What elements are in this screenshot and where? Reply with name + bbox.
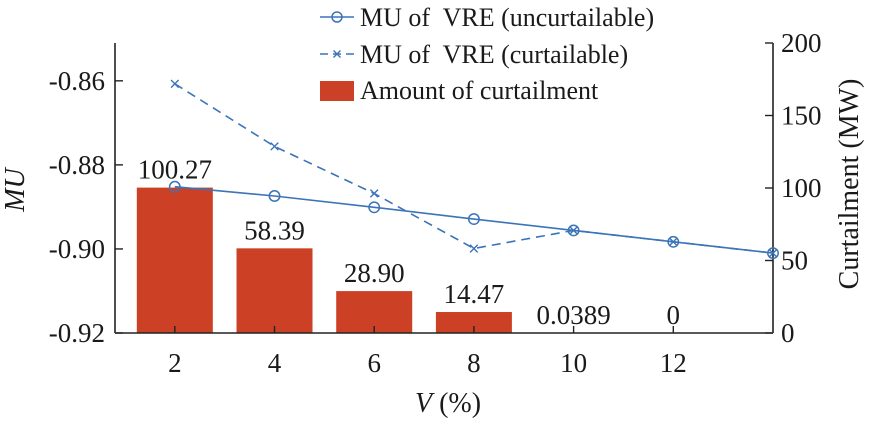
point-curtailable [469, 244, 479, 253]
x-axis-title-unit: (%) [432, 388, 481, 419]
y-right-tick-label: 0 [781, 318, 795, 348]
point-uncurtailable [467, 213, 480, 226]
point-curtailable [669, 237, 678, 247]
y-left-tick-label: -0.92 [49, 318, 105, 348]
y-right-tick-label: 100 [781, 173, 822, 203]
bar-label: 58.39 [244, 215, 305, 245]
legend-curtailable-label: MU of VRE (curtailable) [360, 40, 628, 69]
point-curtailable [369, 189, 379, 198]
y-left-tick-label: -0.88 [49, 150, 105, 180]
point-uncurtailable [168, 180, 181, 193]
y-right-axis-title: Curtailment (MW) [834, 79, 865, 290]
y-left-tick-label: -0.90 [49, 234, 105, 264]
bar-100.27 [136, 187, 213, 333]
x-tick-label: 2 [168, 348, 182, 378]
point-uncurtailable [567, 224, 580, 237]
point-curtailable [569, 226, 578, 235]
point-curtailable [170, 79, 180, 89]
y-left-axis-title: MU [0, 166, 31, 212]
bar-label: 28.90 [344, 258, 405, 288]
legend-uncurtailable-label: MU of VRE (uncurtailable) [360, 3, 654, 32]
legend-curtailment-label: Amount of curtailment [360, 76, 599, 105]
point-curtailable [768, 248, 778, 258]
y-right-tick-label: 150 [781, 101, 822, 131]
x-axis-title: V (%) [415, 388, 481, 419]
lines-layer [168, 79, 779, 260]
point-uncurtailable [268, 190, 281, 202]
bar-label: 0 [667, 300, 681, 330]
y-left-tick-label: -0.86 [49, 66, 105, 96]
y-right-tick-label: 200 [781, 28, 822, 58]
bar-58.39 [236, 248, 313, 333]
legend-curtailable-marker [333, 50, 341, 58]
x-tick-label: 10 [560, 348, 587, 378]
bar-labels-layer: 100.27 58.39 28.90 14.47 0.0389 0 [138, 155, 680, 330]
bar-label: 14.47 [444, 279, 505, 309]
bar-label: 100.27 [138, 155, 212, 185]
point-uncurtailable [368, 201, 381, 214]
bars-layer [136, 187, 512, 333]
y-right-tick-label: 50 [781, 246, 808, 276]
point-curtailable [270, 142, 279, 151]
x-tick-label: 8 [467, 348, 481, 378]
x-tick-label: 4 [268, 348, 282, 378]
bar-label: 0.0389 [536, 300, 610, 330]
legend: MU of VRE (uncurtailable) MU of VRE (cur… [320, 3, 654, 105]
x-axis-title-var: V [415, 388, 435, 419]
ticks-layer: -0.86 -0.88 -0.90 -0.92 200 150 100 50 0 2 4 6 8 10 12 [49, 28, 822, 378]
legend-uncurtailable-marker [331, 11, 343, 23]
bar-14.47 [435, 312, 512, 333]
x-tick-label: 6 [367, 348, 381, 378]
legend-curtailment-swatch [320, 81, 354, 101]
x-tick-label: 12 [660, 348, 687, 378]
